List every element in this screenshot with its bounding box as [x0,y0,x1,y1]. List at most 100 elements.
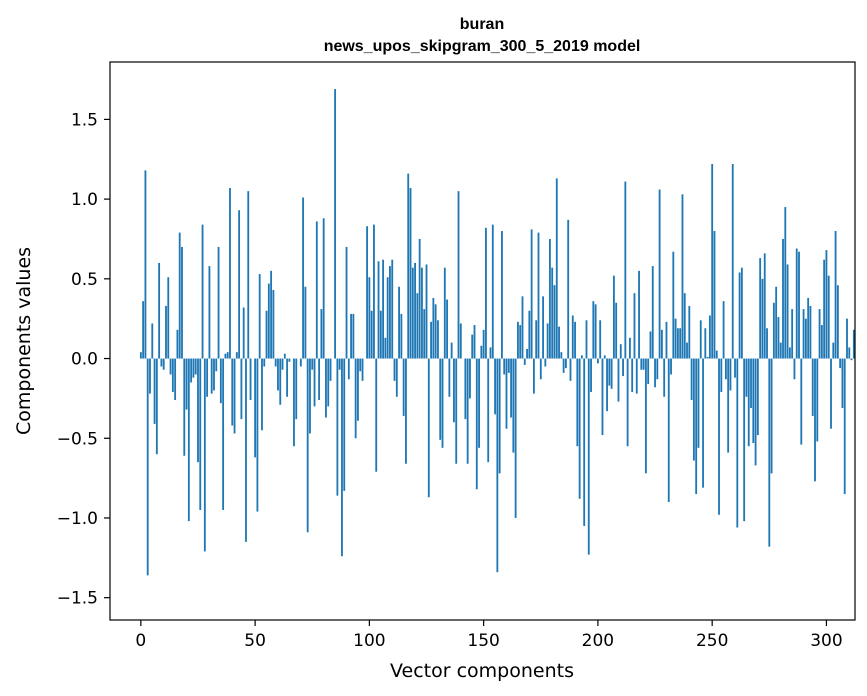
bar [487,358,490,463]
bar [672,251,675,359]
x-axis-ticks: 0 50 100 150 200 250 300 [135,620,843,651]
bar [411,267,414,359]
bar [311,358,314,370]
bar [786,264,789,359]
bar [279,358,282,405]
bar [400,313,403,359]
bar [603,355,606,359]
bar [455,358,458,464]
bar [206,358,209,397]
bar [471,334,474,359]
x-tick-label: 250 [696,631,728,651]
bar [734,358,736,378]
bar [651,266,654,359]
bar [416,293,419,359]
bar [226,352,229,359]
bar [747,358,750,447]
x-axis-label: Vector components [390,660,574,682]
bar [517,321,519,359]
bar [519,325,522,359]
bar [153,358,156,424]
bar [350,313,353,359]
bar [727,358,730,453]
bar [802,309,805,359]
bar [295,358,298,420]
bar [791,309,794,359]
bar [174,358,177,400]
bar [293,358,295,447]
y-tick-label: 1.0 [71,190,98,210]
bar [421,267,423,359]
bar [514,358,517,518]
bar [656,358,659,380]
bar [667,358,670,503]
bar [569,358,572,381]
x-tick-label: 100 [353,631,385,651]
bar [740,267,743,359]
bar [800,358,803,445]
bar [199,358,202,510]
bar [711,164,714,359]
x-tick-label: 50 [244,631,266,651]
bar [217,246,220,359]
bar [386,277,389,359]
bar [139,352,142,359]
bar [676,328,679,359]
bar [430,321,432,359]
bar [683,293,686,359]
bar [286,358,289,397]
bar [729,358,732,391]
bar [658,189,661,359]
bar [288,358,291,362]
bar [265,310,268,359]
bar [213,358,215,391]
bar [592,301,595,359]
plot-frame [109,61,856,621]
chart-subtitle: news_upos_skipgram_300_5_2019 model [324,38,641,55]
bar [670,358,672,375]
bar [258,274,261,359]
bar [478,358,480,448]
bar [596,358,599,364]
bar [235,352,238,359]
bar [370,310,373,359]
bar [336,358,339,496]
bar [382,259,385,359]
bar [635,358,638,394]
bar [446,299,448,359]
bar [277,358,279,391]
bar [496,358,499,573]
bar [267,283,270,359]
bar [695,358,698,495]
bar [777,317,780,359]
bar [144,170,147,359]
bar [713,230,716,359]
bar [167,277,170,359]
bar [660,329,663,359]
bar [839,358,842,369]
bar [453,358,455,423]
bar [281,358,284,370]
bar [654,358,656,388]
bar [574,321,576,359]
bar [402,358,405,416]
bar [439,358,442,440]
bar [171,358,174,393]
bar [811,358,814,416]
bar [818,309,821,359]
bar [423,309,426,359]
bar [530,229,533,359]
y-tick-label: −0.5 [57,429,98,449]
bar [820,325,823,359]
bar [306,358,309,533]
bar [494,358,496,415]
bar [327,358,330,407]
bar [775,286,778,359]
bar [210,358,213,394]
bar [233,358,236,434]
bar [832,342,835,359]
bar [151,323,154,359]
bar [219,358,222,404]
bar [642,358,645,370]
bar [594,304,597,359]
